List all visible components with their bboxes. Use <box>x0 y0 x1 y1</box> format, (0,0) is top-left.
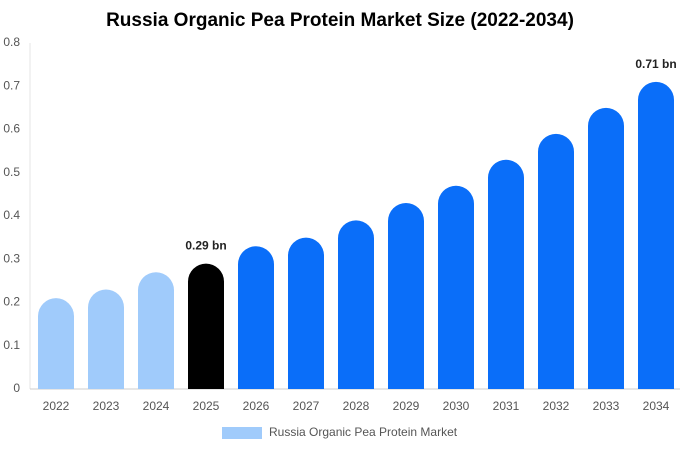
x-tick-label: 2026 <box>243 399 270 413</box>
y-tick-label: 0.6 <box>3 122 20 136</box>
chart-title: Russia Organic Pea Protein Market Size (… <box>106 10 574 31</box>
y-tick-label: 0.4 <box>3 208 20 222</box>
bar <box>138 272 174 389</box>
x-tick-label: 2033 <box>593 399 620 413</box>
bar <box>388 203 424 389</box>
x-tick-label: 2028 <box>343 399 370 413</box>
bar <box>88 289 124 389</box>
x-tick-label: 2030 <box>443 399 470 413</box>
y-tick-label: 0.7 <box>3 78 20 92</box>
bar <box>588 107 624 390</box>
y-tick-label: 0.1 <box>3 338 20 352</box>
bar <box>38 298 74 389</box>
bar <box>338 220 374 389</box>
bar <box>538 133 574 389</box>
bar <box>188 263 224 389</box>
y-tick-label: 0.3 <box>3 251 20 265</box>
bar <box>238 246 274 389</box>
x-tick-label: 2025 <box>193 399 220 413</box>
bar <box>438 185 474 389</box>
bar <box>638 81 674 390</box>
bar <box>288 237 324 389</box>
x-tick-label: 2032 <box>543 399 570 413</box>
x-tick-label: 2024 <box>143 399 170 413</box>
y-tick-label: 0.8 <box>3 35 20 49</box>
value-label: 0.71 bn <box>635 57 676 71</box>
legend-swatch <box>222 427 262 439</box>
x-tick-label: 2027 <box>293 399 320 413</box>
legend-label: Russia Organic Pea Protein Market <box>269 425 458 439</box>
y-tick-label: 0.5 <box>3 165 20 179</box>
x-tick-label: 2034 <box>643 399 670 413</box>
y-tick-label: 0.2 <box>3 295 20 309</box>
bar <box>488 159 524 389</box>
x-tick-label: 2023 <box>93 399 120 413</box>
x-tick-label: 2031 <box>493 399 520 413</box>
y-tick-label: 0 <box>13 381 20 395</box>
value-label: 0.29 bn <box>185 239 226 253</box>
x-tick-label: 2029 <box>393 399 420 413</box>
x-tick-label: 2022 <box>43 399 70 413</box>
